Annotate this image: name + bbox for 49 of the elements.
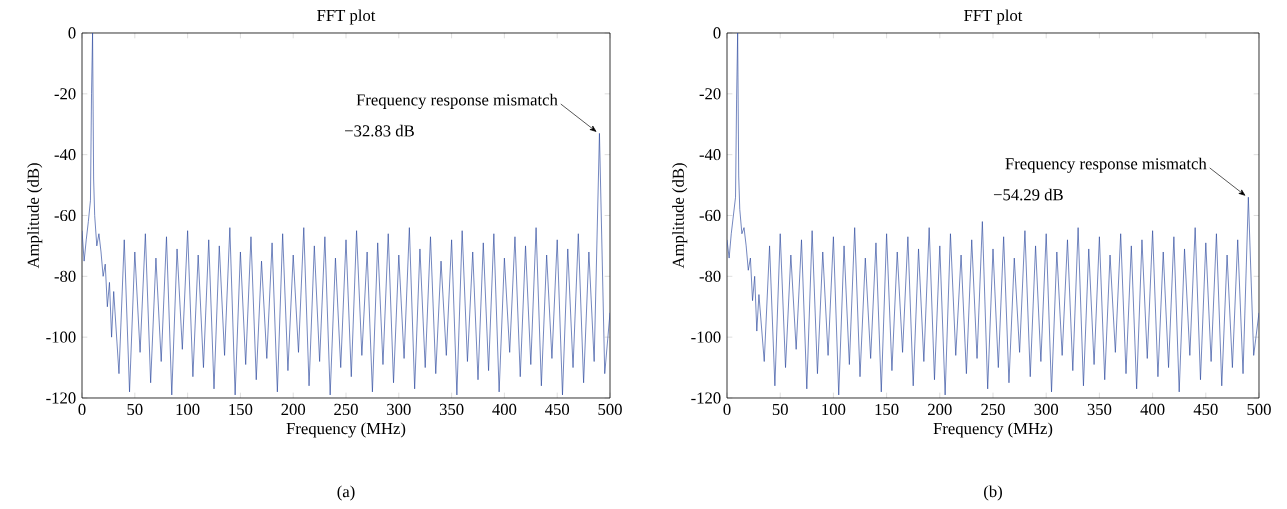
x-tick-label: 250 [981,403,1005,416]
y-tick-label: -60 [54,209,76,222]
x-tick-label: 200 [928,403,952,416]
x-tick-label: 500 [1247,403,1271,416]
x-tick-label: 350 [1087,403,1112,416]
y-tick-label: -100 [46,331,76,343]
y-tick-label: -120 [691,392,721,404]
y-axis-title: Amplitude (dB) [672,163,688,269]
y-tick-label: -20 [699,88,721,100]
x-tick-label: 250 [334,403,358,416]
x-tick-label: 100 [822,403,846,416]
x-tick-label: 0 [723,403,731,416]
text: (a) [337,485,355,501]
y-tick-label: 0 [68,27,76,39]
y-tick-label: -80 [54,270,76,282]
x-tick-label: 50 [127,403,143,416]
x-tick-label: 200 [281,403,306,416]
x-tick-label: 300 [387,403,411,416]
annotation: −54.29 dB [993,188,1063,201]
chart-title: FFT plot [964,9,1023,25]
x-tick-label: 350 [439,403,464,416]
text: (b) [984,485,1002,501]
x-tick-label: 0 [78,403,86,416]
y-tick-label: -40 [54,149,76,161]
x-tick-label: 50 [772,403,788,416]
y-axis-title: Amplitude (dB) [27,163,43,269]
x-tick-label: 300 [1034,403,1059,416]
y-tick-label: 0 [713,27,721,39]
y-tick-label: -120 [46,392,76,404]
x-axis-title: Frequency (MHz) [286,422,406,438]
x-axis-title: Frequency (MHz) [933,422,1053,438]
x-tick-label: 150 [229,403,253,416]
line-series [82,32,611,396]
y-tick-label: -20 [54,88,76,100]
chart-title: FFT plot [317,9,376,25]
y-tick-label: -80 [699,270,721,282]
y-tick-label: -40 [699,149,721,161]
x-tick-label: 400 [1140,403,1165,416]
x-tick-label: 450 [1193,403,1218,416]
x-tick-label: 500 [598,403,622,416]
x-tick-label: 150 [875,403,899,416]
x-tick-label: 100 [176,403,200,416]
y-tick-label: -100 [691,331,721,343]
annotation: Frequency response mismatch [1005,157,1207,173]
x-tick-label: 450 [545,403,570,416]
annotation: −32.83 dB [345,124,414,137]
annotation: Frequency response mismatch [356,93,558,109]
y-tick-label: -60 [699,209,721,222]
x-tick-label: 400 [492,403,517,416]
